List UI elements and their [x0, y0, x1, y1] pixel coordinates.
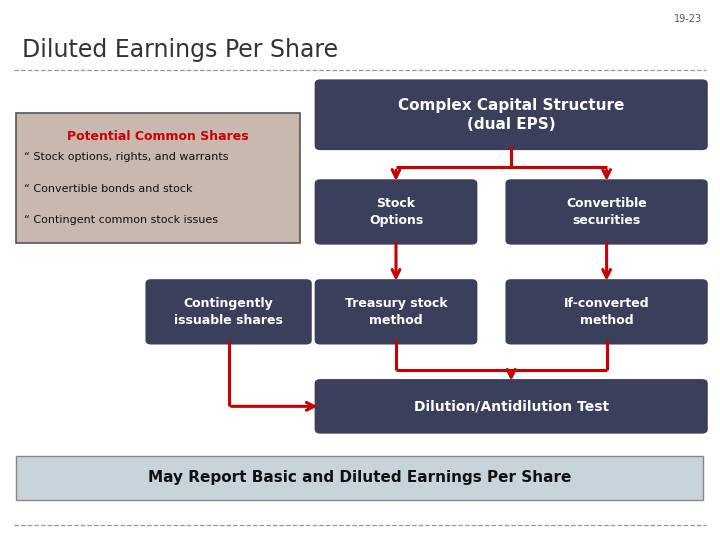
Text: 19-23: 19-23: [674, 14, 702, 24]
Text: Dilution/Antidilution Test: Dilution/Antidilution Test: [413, 400, 609, 413]
FancyBboxPatch shape: [505, 279, 708, 345]
FancyBboxPatch shape: [16, 113, 300, 243]
FancyBboxPatch shape: [145, 279, 312, 345]
FancyBboxPatch shape: [315, 79, 708, 150]
Text: Complex Capital Structure
(dual EPS): Complex Capital Structure (dual EPS): [398, 98, 624, 132]
FancyBboxPatch shape: [315, 179, 477, 245]
Text: May Report Basic and Diluted Earnings Per Share: May Report Basic and Diluted Earnings Pe…: [148, 470, 572, 485]
FancyBboxPatch shape: [315, 279, 477, 345]
Text: If-converted
method: If-converted method: [564, 297, 649, 327]
FancyBboxPatch shape: [16, 456, 703, 500]
Text: Diluted Earnings Per Share: Diluted Earnings Per Share: [22, 38, 338, 62]
Text: Contingently
issuable shares: Contingently issuable shares: [174, 297, 283, 327]
Text: “ Convertible bonds and stock: “ Convertible bonds and stock: [24, 184, 193, 194]
Text: “ Stock options, rights, and warrants: “ Stock options, rights, and warrants: [24, 152, 229, 163]
Text: Treasury stock
method: Treasury stock method: [345, 297, 447, 327]
Text: Convertible
securities: Convertible securities: [566, 197, 647, 227]
Text: Stock
Options: Stock Options: [369, 197, 423, 227]
FancyBboxPatch shape: [315, 379, 708, 434]
Text: Potential Common Shares: Potential Common Shares: [67, 130, 249, 143]
Text: “ Contingent common stock issues: “ Contingent common stock issues: [24, 215, 218, 225]
FancyBboxPatch shape: [505, 179, 708, 245]
